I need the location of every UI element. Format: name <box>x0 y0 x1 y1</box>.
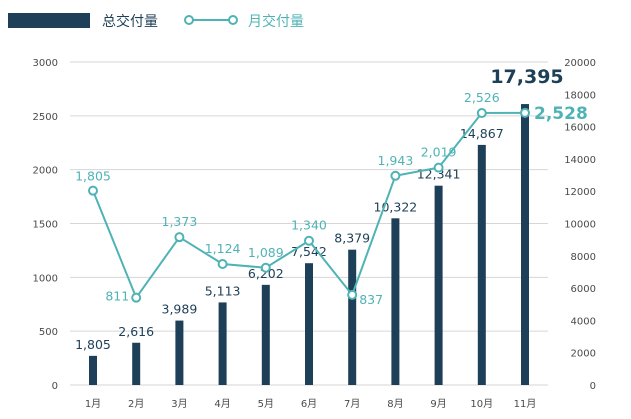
legend: 总交付量 月交付量 <box>8 13 304 30</box>
legend-line-label: 月交付量 <box>248 13 304 30</box>
right-axis-tick-label: 2000 <box>571 349 596 360</box>
bar-value-label: 7,542 <box>291 244 327 259</box>
x-axis-tick-label: 5月 <box>258 398 274 410</box>
x-axis-tick-label: 4月 <box>214 398 230 410</box>
line-marker <box>304 235 314 246</box>
line-marker <box>174 232 185 243</box>
line-value-label: 1,373 <box>162 214 198 229</box>
line-marker <box>217 258 228 269</box>
x-axis-tick-label: 2月 <box>128 398 144 410</box>
x-axis-tick-label: 6月 <box>301 398 317 410</box>
right-axis: 0 2000 4000 6000 8000 10000 12000 14000 16000 180… <box>564 58 596 392</box>
legend-line-marker <box>184 15 194 25</box>
line-value-label: 2,528 <box>534 104 588 124</box>
line-marker <box>390 170 401 181</box>
bar-value-label: 2,616 <box>118 324 154 339</box>
bar <box>434 185 443 385</box>
left-axis-tick-label: 1500 <box>33 220 58 231</box>
legend-bar-swatch <box>8 13 90 28</box>
line-value-label: 1,124 <box>205 241 241 256</box>
right-axis-tick-label: 4000 <box>571 316 596 327</box>
x-axis-tick-label: 11月 <box>514 398 537 410</box>
line-marker <box>260 262 271 273</box>
right-axis-tick-label: 6000 <box>571 284 596 295</box>
right-axis-tick-label: 8000 <box>571 252 596 263</box>
line-value-label: 1,805 <box>75 169 111 184</box>
bar-value-label: 3,989 <box>162 302 198 317</box>
bar <box>89 355 97 385</box>
bar-value-label: 5,113 <box>205 283 241 298</box>
x-axis: 1月 2月 3月 4月 5月 6月 7月 8月 9月 10月 11月 <box>85 398 537 410</box>
bar <box>391 218 400 385</box>
bar <box>348 249 357 385</box>
bar <box>132 342 141 385</box>
line-marker <box>476 108 487 119</box>
left-axis-tick-label: 3000 <box>33 58 58 69</box>
bar <box>218 302 227 385</box>
x-axis-tick-label: 3月 <box>171 398 187 410</box>
line-value-label: 811 <box>105 289 129 304</box>
line-value-label: 2,526 <box>464 90 500 105</box>
left-axis-tick-label: 1000 <box>33 273 58 284</box>
x-axis-tick-label: 10月 <box>470 398 493 410</box>
bar-value-label: 14,867 <box>460 126 504 141</box>
bar-value-label: 10,322 <box>374 199 418 214</box>
right-axis-tick-label: 16000 <box>564 123 596 134</box>
x-axis-tick-label: 8月 <box>387 398 403 410</box>
bar-series-total: 1,805 2,616 3,989 5,113 6,202 7,542 8,379 10,32… <box>75 66 564 386</box>
bar-value-label: 17,395 <box>490 66 563 88</box>
right-axis-tick-label: 10000 <box>564 220 596 231</box>
line-value-label: 1,943 <box>378 153 414 168</box>
line-marker <box>347 289 358 300</box>
line-marker <box>88 185 98 196</box>
right-axis-tick-label: 0 <box>590 381 596 392</box>
line-marker <box>520 107 530 118</box>
bar <box>305 263 313 385</box>
right-axis-tick-label: 18000 <box>564 90 596 101</box>
line-value-label: 837 <box>359 292 383 307</box>
left-axis-tick-label: 2500 <box>33 112 58 123</box>
x-axis-tick-label: 9月 <box>430 398 446 410</box>
line-marker <box>131 292 142 303</box>
line-series-monthly: 1,805 811 1,373 1,124 1,089 1,340 837 1,943 2,01… <box>75 90 588 307</box>
x-axis-tick-label: 1月 <box>85 398 101 410</box>
line-value-label: 1,340 <box>291 218 327 233</box>
bar-value-label: 1,805 <box>75 337 111 352</box>
bar <box>521 104 529 386</box>
legend-bar-label: 总交付量 <box>102 13 158 30</box>
line-value-label: 1,089 <box>248 245 284 260</box>
bar-value-label: 8,379 <box>334 231 370 246</box>
left-axis-tick-label: 0 <box>52 381 58 392</box>
right-axis-tick-label: 12000 <box>564 187 596 198</box>
right-axis-tick-label: 20000 <box>564 58 596 69</box>
legend-line-marker <box>228 15 238 25</box>
bar <box>175 320 184 385</box>
bar <box>261 284 270 385</box>
bar-value-label: 6,202 <box>248 266 284 281</box>
left-axis-tick-label: 500 <box>39 327 58 338</box>
line-marker <box>433 162 444 173</box>
left-axis: 0 500 1000 1500 2000 2500 3000 <box>33 58 58 392</box>
bar <box>477 144 486 385</box>
line-value-label: 2,019 <box>421 145 457 160</box>
x-axis-tick-label: 7月 <box>344 398 360 410</box>
left-axis-tick-label: 2000 <box>33 166 58 177</box>
right-axis-tick-label: 14000 <box>564 155 596 166</box>
